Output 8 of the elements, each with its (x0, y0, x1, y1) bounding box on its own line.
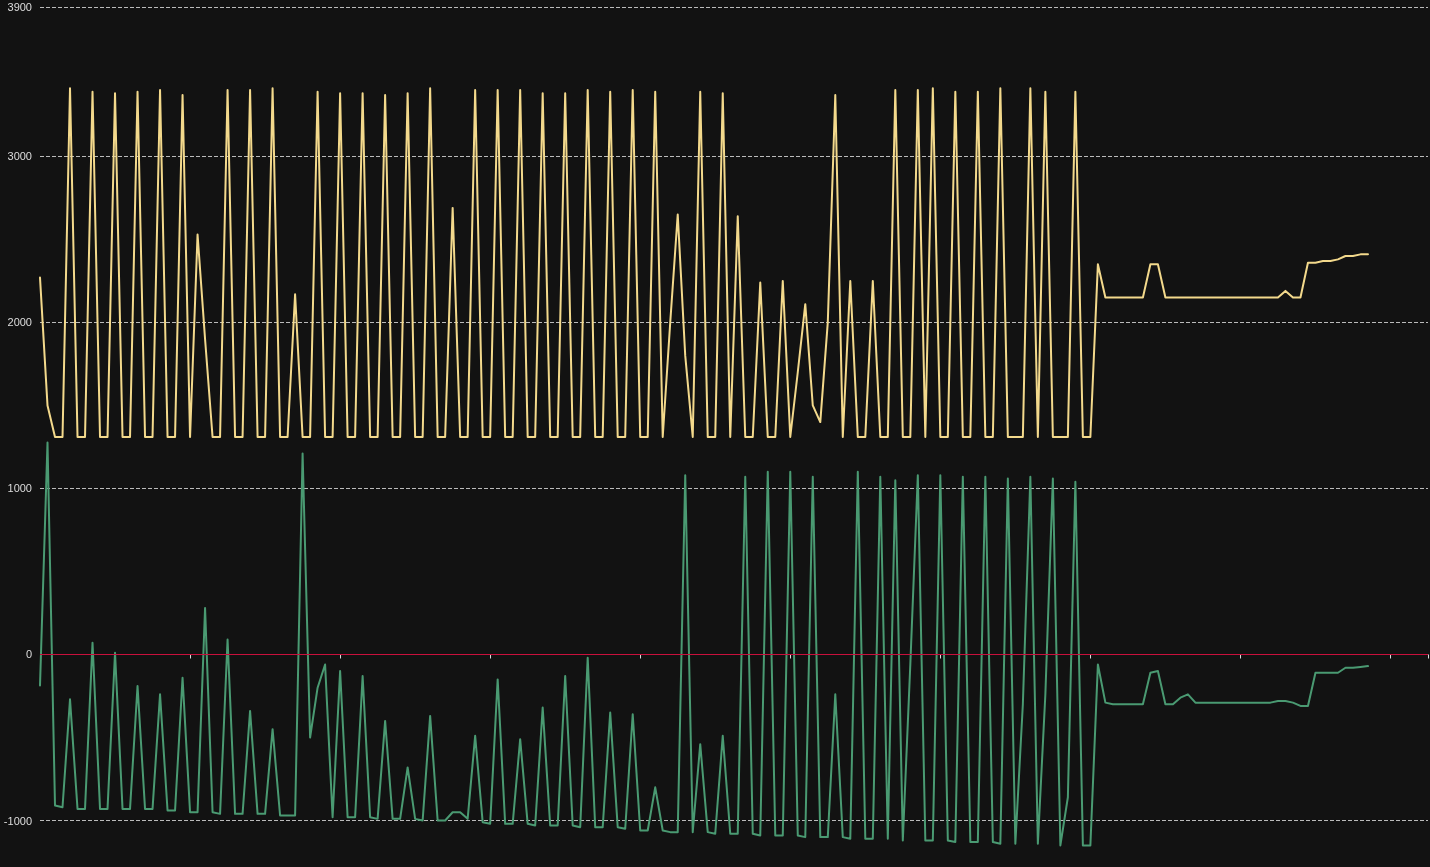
y-tick-label: -1000 (3, 814, 32, 827)
y-tick-label: 3900 (7, 1, 32, 13)
line-series (39, 87, 1369, 438)
y-tick-label: 0 (25, 648, 32, 661)
y-tick-label: 3000 (7, 150, 32, 163)
y-tick-label: 2000 (7, 316, 32, 329)
line-series (39, 441, 1369, 847)
y-tick-label: 1000 (7, 482, 32, 495)
